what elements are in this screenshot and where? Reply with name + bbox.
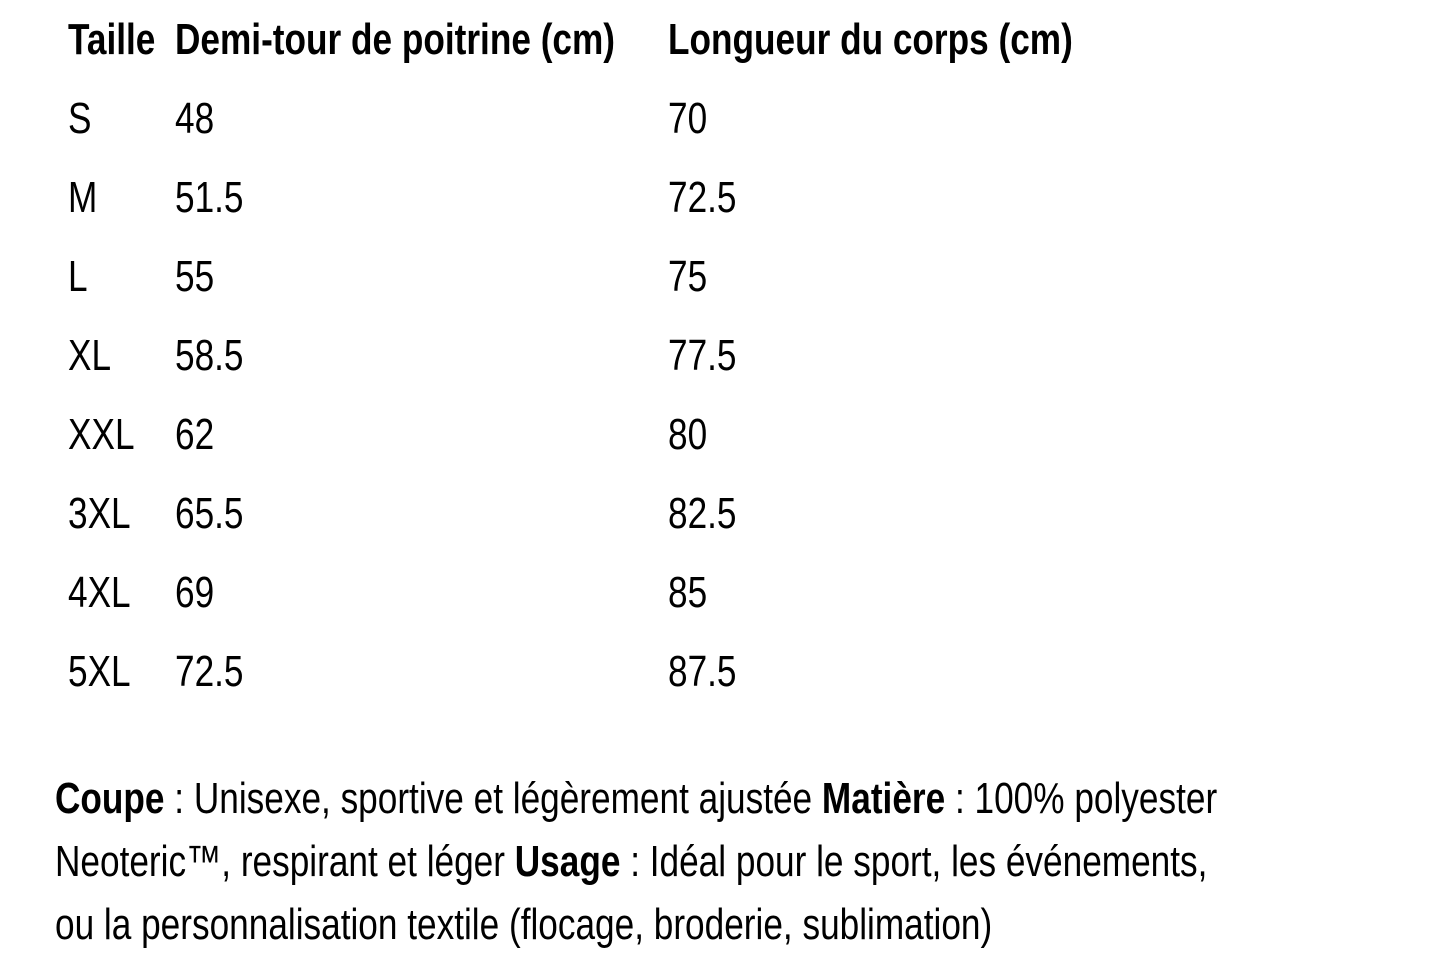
header-cell-size: Taille [68, 14, 175, 64]
table-row: 5XL 72.5 87.5 [68, 632, 1440, 711]
length-cell: 70 [668, 93, 1368, 143]
length-cell: 72.5 [668, 172, 1368, 222]
table-row: 4XL 69 85 [68, 553, 1440, 632]
size-table: Taille Demi-tour de poitrine (cm) Longue… [68, 0, 1440, 711]
size-value: XL [68, 330, 112, 380]
column-header-size-label: Taille [68, 14, 156, 64]
chest-cell: 65.5 [175, 488, 668, 538]
size-value: S [68, 93, 92, 143]
detail-label: Usage [514, 837, 621, 886]
size-cell: 4XL [68, 567, 175, 617]
product-details-line: ou la personnalisation textile (flocage,… [55, 893, 1163, 956]
chest-value: 69 [175, 567, 215, 617]
chest-cell: 48 [175, 93, 668, 143]
chest-cell: 72.5 [175, 646, 668, 696]
table-row: XXL 62 80 [68, 395, 1440, 474]
length-value: 72.5 [668, 172, 737, 222]
header-cell-length: Longueur du corps (cm) [668, 14, 1368, 64]
length-value: 70 [668, 93, 708, 143]
length-cell: 82.5 [668, 488, 1368, 538]
detail-label: Coupe [55, 774, 165, 823]
table-row: L 55 75 [68, 237, 1440, 316]
length-value: 75 [668, 251, 708, 301]
chest-value: 58.5 [175, 330, 244, 380]
detail-text: Neoteric™, respirant et léger [55, 837, 515, 886]
length-cell: 87.5 [668, 646, 1368, 696]
length-cell: 80 [668, 409, 1368, 459]
size-cell: XL [68, 330, 175, 380]
chest-cell: 55 [175, 251, 668, 301]
size-cell: 5XL [68, 646, 175, 696]
chest-value: 65.5 [175, 488, 244, 538]
product-details-line: Neoteric™, respirant et léger Usage : Id… [55, 830, 1207, 893]
detail-label: Matière [821, 774, 946, 823]
detail-text: : 100% polyester [945, 774, 1218, 823]
table-row: 3XL 65.5 82.5 [68, 474, 1440, 553]
table-row: M 51.5 72.5 [68, 158, 1440, 237]
detail-text: ou la personnalisation textile (flocage,… [55, 900, 993, 949]
product-details-line: Coupe : Unisexe, sportive et légèrement … [55, 767, 1217, 830]
size-value: XXL [68, 409, 135, 459]
chest-value: 62 [175, 409, 215, 459]
chest-value: 51.5 [175, 172, 244, 222]
size-cell: L [68, 251, 175, 301]
size-value: M [68, 172, 98, 222]
size-value: 4XL [68, 567, 131, 617]
header-cell-chest: Demi-tour de poitrine (cm) [175, 14, 668, 64]
length-value: 85 [668, 567, 708, 617]
size-value: L [68, 251, 88, 301]
detail-text: : Unisexe, sportive et légèrement ajusté… [164, 774, 822, 823]
length-value: 77.5 [668, 330, 737, 380]
table-body: S 48 70 M 51.5 [68, 79, 1440, 711]
chest-value: 72.5 [175, 646, 244, 696]
length-cell: 75 [668, 251, 1368, 301]
length-value: 82.5 [668, 488, 737, 538]
product-details: Coupe : Unisexe, sportive et légèrement … [0, 767, 1440, 956]
chest-cell: 58.5 [175, 330, 668, 380]
column-header-chest-label: Demi-tour de poitrine (cm) [175, 14, 616, 64]
column-header-length-label: Longueur du corps (cm) [668, 14, 1073, 64]
length-value: 87.5 [668, 646, 737, 696]
chest-value: 48 [175, 93, 215, 143]
detail-text: : Idéal pour le sport, les événements, [620, 837, 1208, 886]
length-cell: 85 [668, 567, 1368, 617]
size-cell: S [68, 93, 175, 143]
length-value: 80 [668, 409, 708, 459]
size-cell: XXL [68, 409, 175, 459]
table-header-row: Taille Demi-tour de poitrine (cm) Longue… [68, 0, 1440, 79]
size-value: 3XL [68, 488, 131, 538]
chest-value: 55 [175, 251, 215, 301]
size-cell: 3XL [68, 488, 175, 538]
table-row: S 48 70 [68, 79, 1440, 158]
size-value: 5XL [68, 646, 131, 696]
chest-cell: 62 [175, 409, 668, 459]
length-cell: 77.5 [668, 330, 1368, 380]
size-cell: M [68, 172, 175, 222]
table-row: XL 58.5 77.5 [68, 316, 1440, 395]
chest-cell: 69 [175, 567, 668, 617]
chest-cell: 51.5 [175, 172, 668, 222]
